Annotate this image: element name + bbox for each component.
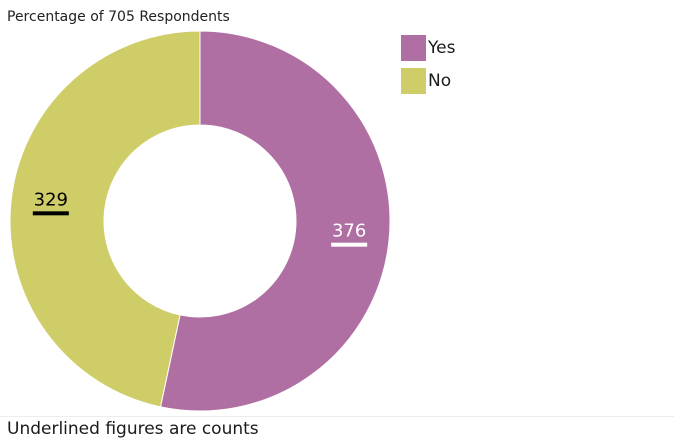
legend-swatch-no <box>401 68 426 94</box>
legend-item-no[interactable]: No <box>401 68 455 94</box>
legend-swatch-yes <box>401 35 426 61</box>
slice-count-underline-yes <box>331 242 368 247</box>
legend-label-yes: Yes <box>428 38 456 58</box>
donut-slices <box>9 30 391 412</box>
donut-chart: 376 329 <box>9 30 391 412</box>
slice-no[interactable] <box>9 30 201 408</box>
footnote: Underlined figures are counts <box>7 419 259 439</box>
slice-count-yes: 376 <box>332 221 366 242</box>
footer-divider <box>0 416 674 417</box>
slice-labels: 376 329 <box>32 189 368 247</box>
slice-count-underline-no <box>32 211 69 216</box>
legend-label-no: No <box>428 71 452 91</box>
slice-yes[interactable] <box>159 30 391 412</box>
legend: Yes No <box>401 35 455 101</box>
chart-title: Percentage of 705 Respondents <box>7 9 230 25</box>
slice-count-no: 329 <box>34 189 68 210</box>
legend-item-yes[interactable]: Yes <box>401 35 455 61</box>
